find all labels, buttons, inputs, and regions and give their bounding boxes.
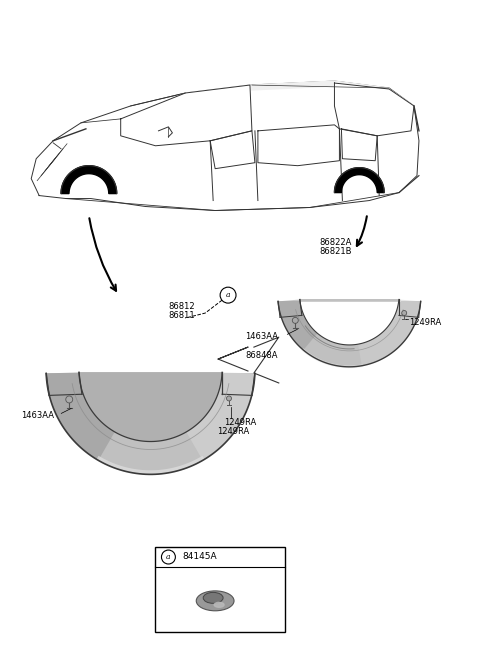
- Polygon shape: [210, 131, 255, 169]
- Ellipse shape: [214, 602, 224, 607]
- Text: 86822A: 86822A: [320, 238, 352, 248]
- Circle shape: [402, 311, 407, 315]
- Polygon shape: [185, 81, 389, 98]
- Polygon shape: [278, 300, 420, 367]
- Polygon shape: [358, 300, 420, 366]
- Polygon shape: [258, 125, 339, 166]
- Polygon shape: [335, 168, 384, 193]
- Polygon shape: [278, 300, 317, 350]
- Polygon shape: [120, 85, 252, 146]
- Polygon shape: [46, 373, 255, 474]
- Text: 1249RA: 1249RA: [409, 318, 442, 327]
- Ellipse shape: [196, 591, 234, 611]
- Text: 1249RA: 1249RA: [224, 419, 256, 427]
- Circle shape: [227, 396, 231, 401]
- Text: 86821B: 86821B: [320, 247, 352, 256]
- FancyBboxPatch shape: [156, 547, 285, 632]
- Text: 86812: 86812: [168, 302, 195, 311]
- Text: a: a: [226, 291, 230, 299]
- Text: 86848A: 86848A: [245, 351, 277, 360]
- Polygon shape: [31, 81, 419, 210]
- Text: 1463AA: 1463AA: [22, 411, 55, 420]
- Circle shape: [292, 317, 298, 323]
- Text: 1249RA: 1249RA: [217, 427, 249, 436]
- Circle shape: [66, 396, 73, 403]
- Polygon shape: [79, 373, 222, 442]
- Text: 1463AA: 1463AA: [246, 332, 278, 342]
- Polygon shape: [335, 83, 414, 136]
- Text: 84145A: 84145A: [182, 552, 217, 561]
- Circle shape: [220, 287, 236, 303]
- Text: 86811: 86811: [168, 311, 195, 320]
- Circle shape: [161, 550, 175, 564]
- Ellipse shape: [203, 593, 223, 603]
- Polygon shape: [46, 373, 115, 461]
- Polygon shape: [61, 166, 117, 194]
- Polygon shape: [186, 373, 255, 461]
- Polygon shape: [341, 129, 377, 161]
- Text: a: a: [166, 553, 171, 561]
